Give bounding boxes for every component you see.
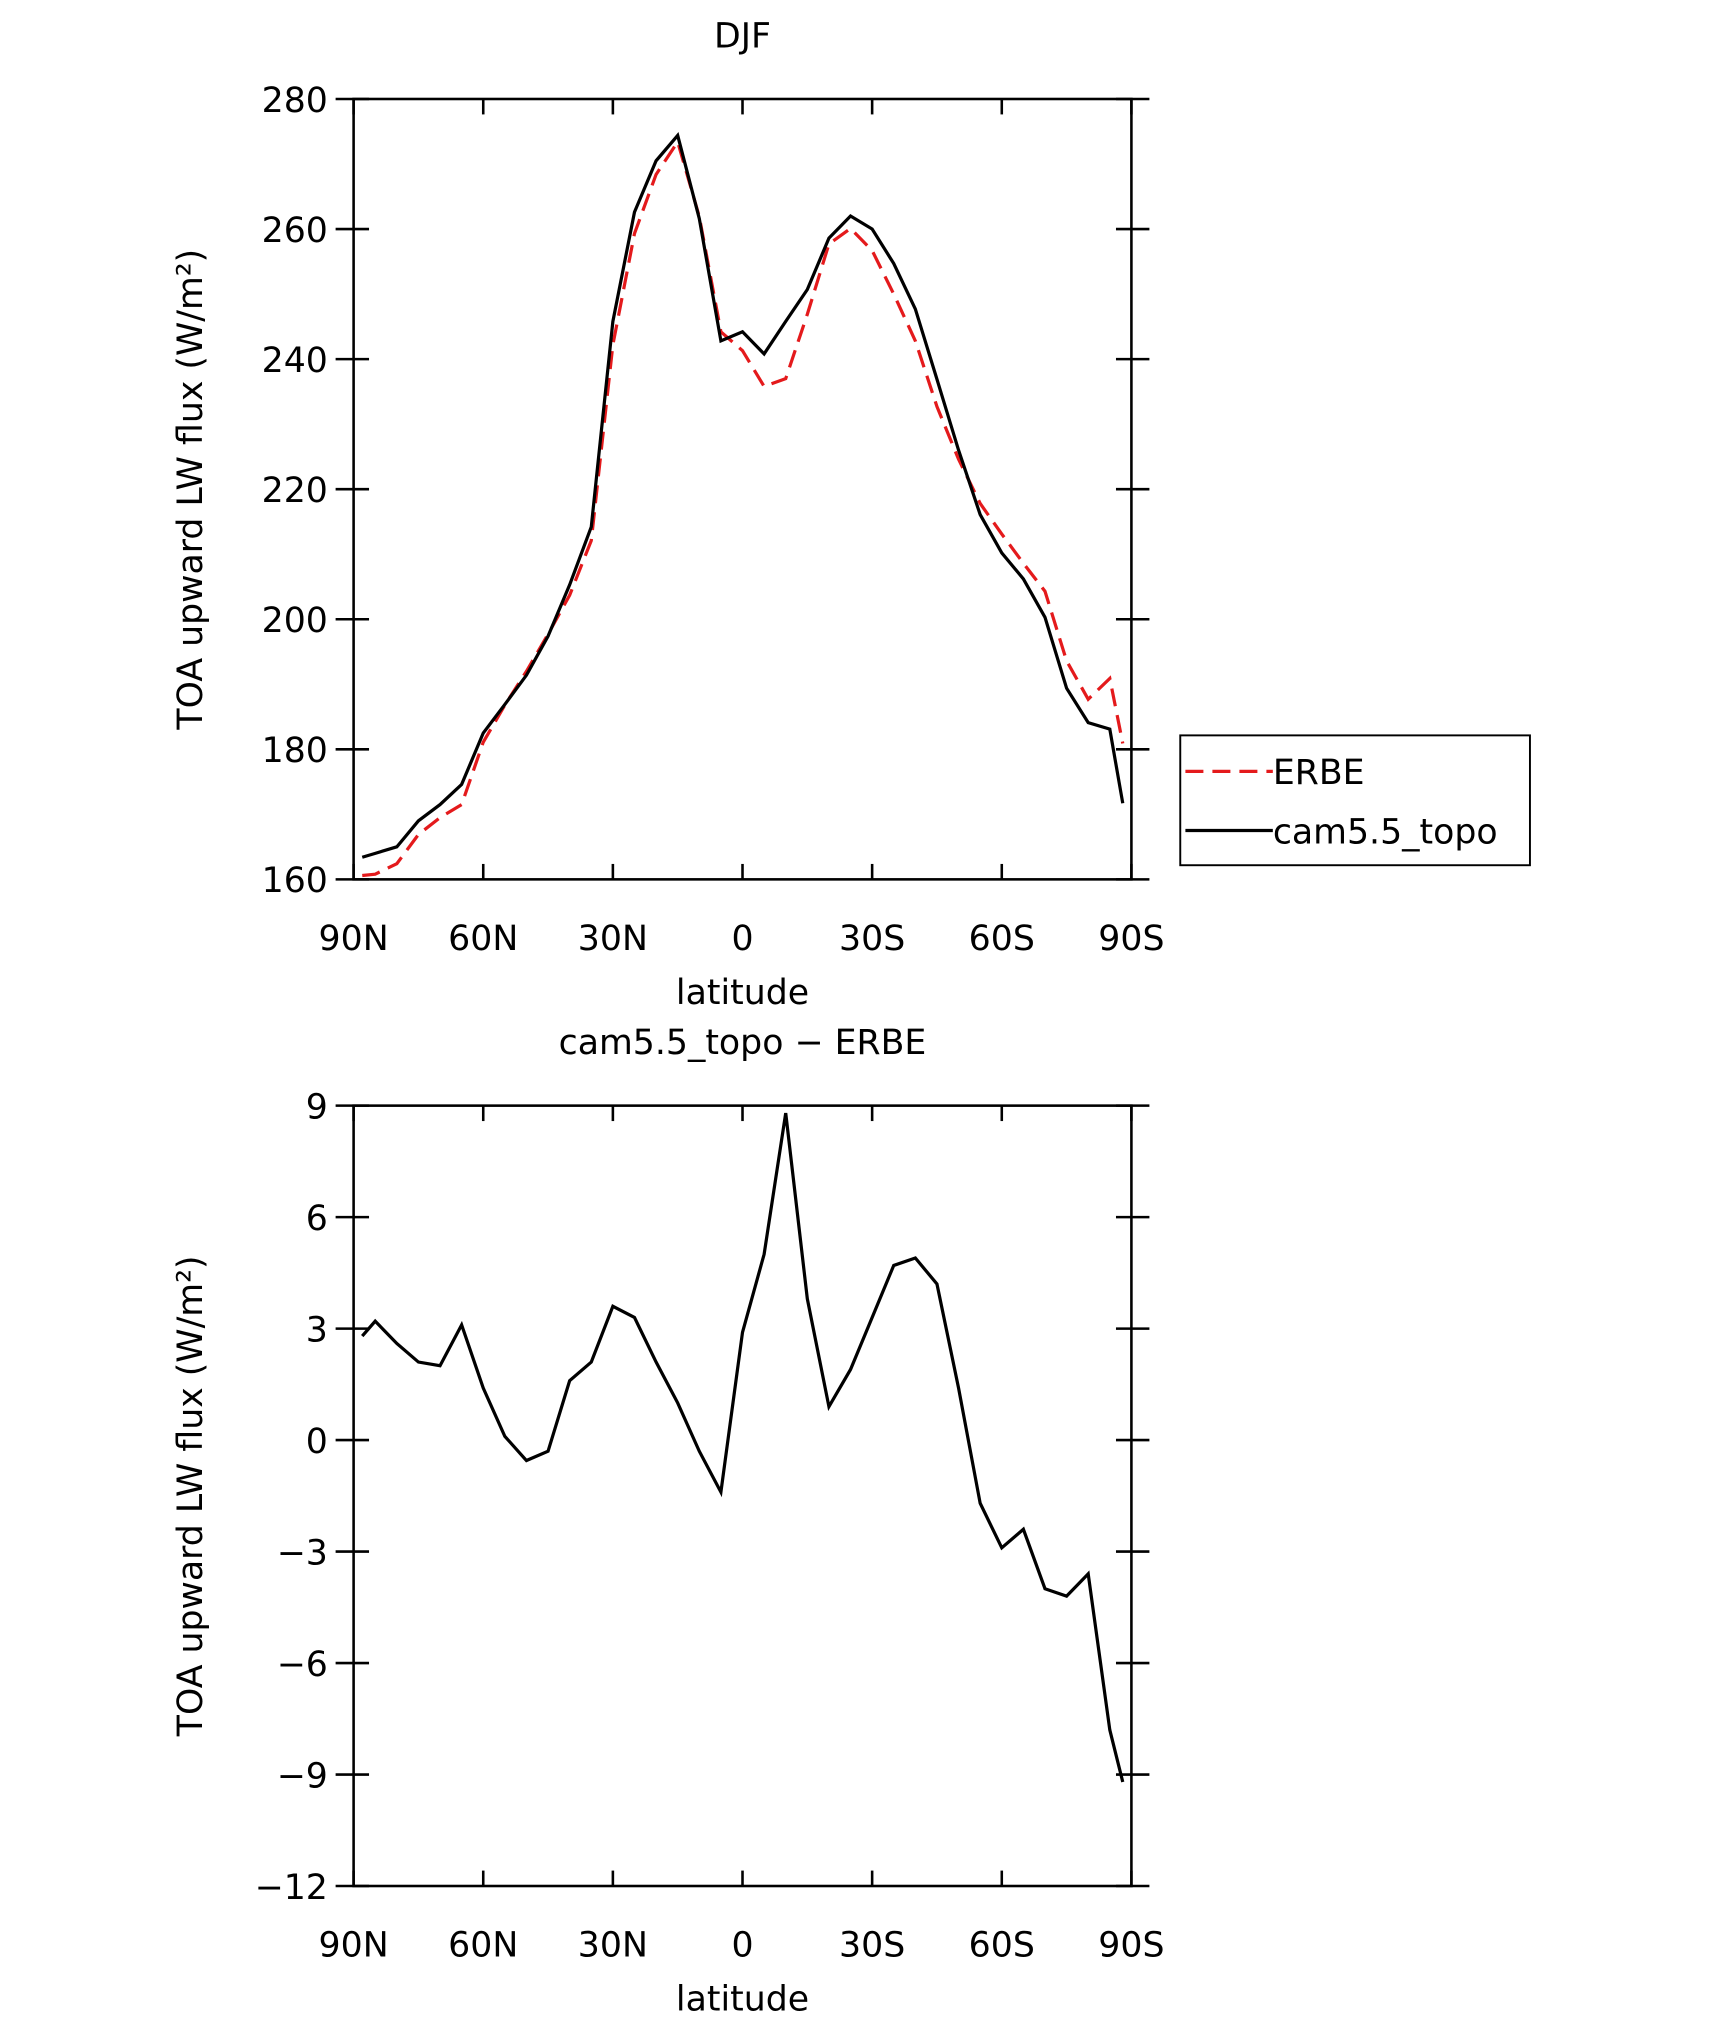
x-tick-label: 30S <box>839 1926 905 1966</box>
x-axis-label: latitude <box>676 1980 809 2020</box>
legend-label: ERBE <box>1273 753 1365 793</box>
y-tick-label: 260 <box>262 211 328 251</box>
y-tick-label: 9 <box>306 1087 328 1127</box>
y-tick-label: 200 <box>262 601 328 641</box>
x-tick-label: 60N <box>448 919 518 959</box>
x-tick-label: 30S <box>839 919 905 959</box>
x-tick-label: 0 <box>731 919 753 959</box>
y-axis-label: TOA upward LW flux (W/m²) <box>171 1255 211 1737</box>
y-tick-label: −12 <box>255 1868 328 1908</box>
x-tick-label: 60S <box>969 919 1035 959</box>
data-line <box>361 132 1125 859</box>
chart-title: DJF <box>714 17 771 57</box>
x-tick-label: 90N <box>319 919 389 959</box>
plot-frame <box>352 1104 1133 1888</box>
y-tick-label: 180 <box>262 731 328 771</box>
x-tick-label: 30N <box>578 919 648 959</box>
y-tick-label: 220 <box>262 471 328 511</box>
chart-title: cam5.5_topo − ERBE <box>559 1023 927 1063</box>
y-tick-label: −3 <box>277 1533 328 1573</box>
legend-box <box>1179 734 1531 867</box>
x-tick-label: 30N <box>578 1926 648 1966</box>
data-line <box>361 1112 1125 1783</box>
x-tick-label: 0 <box>731 1926 753 1966</box>
y-tick-label: −9 <box>277 1756 328 1796</box>
y-tick-label: −6 <box>277 1645 328 1685</box>
y-tick-label: 3 <box>306 1310 328 1350</box>
y-tick-label: 280 <box>262 81 328 121</box>
y-tick-label: 240 <box>262 341 328 381</box>
x-tick-label: 90S <box>1098 919 1164 959</box>
x-tick-label: 60N <box>448 1926 518 1966</box>
x-tick-label: 90N <box>319 1926 389 1966</box>
x-tick-label: 60S <box>969 1926 1035 1966</box>
y-tick-label: 6 <box>306 1199 328 1239</box>
x-tick-label: 90S <box>1098 1926 1164 1966</box>
data-line <box>362 138 1125 878</box>
legend-label: cam5.5_topo <box>1273 812 1498 852</box>
y-tick-label: 0 <box>306 1422 328 1462</box>
y-tick-label: 160 <box>262 861 328 901</box>
y-axis-label: TOA upward LW flux (W/m²) <box>171 249 211 731</box>
x-axis-label: latitude <box>676 973 809 1013</box>
